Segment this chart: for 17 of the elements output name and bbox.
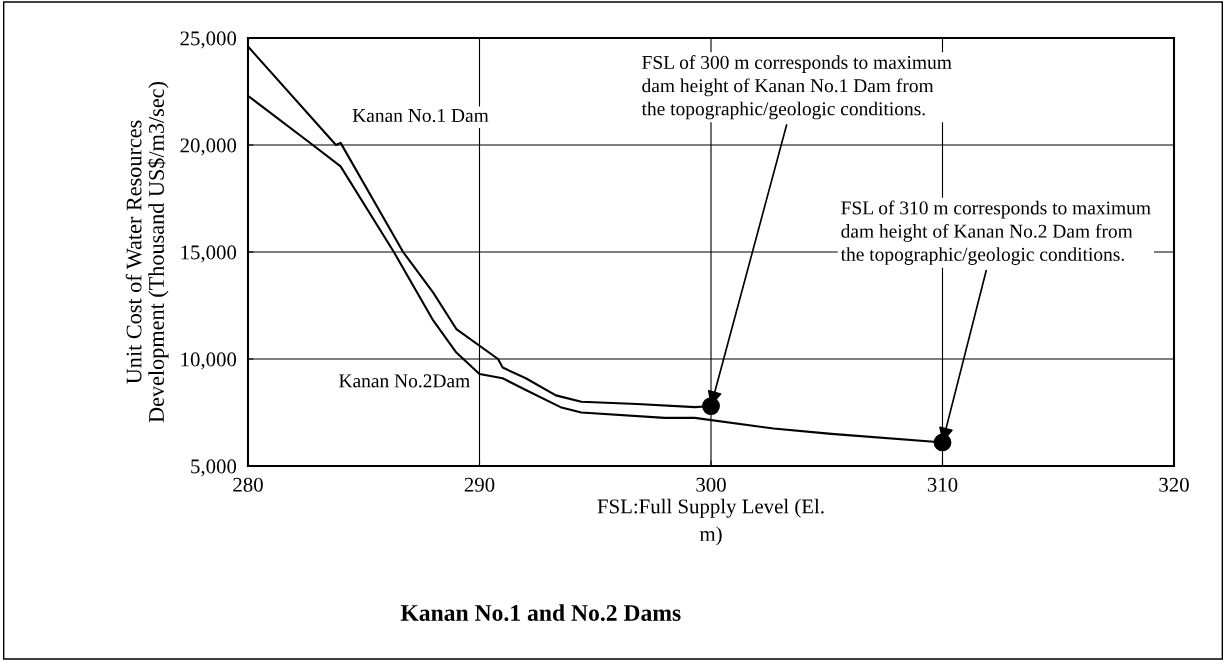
y-tick-label: 5,000 bbox=[191, 459, 237, 477]
y-axis-title: Unit Cost of Water Resources Development (Thousand US$/m3/sec) bbox=[125, 82, 169, 423]
y-tick-label: 25,000 bbox=[180, 31, 237, 49]
series-label: Kanan No.2Dam bbox=[339, 374, 470, 388]
series-label: Kanan No.1 Dam bbox=[352, 109, 489, 123]
x-tick-label: 310 bbox=[927, 477, 958, 492]
x-axis-title: FSL:Full Supply Level (El. m) bbox=[597, 498, 824, 546]
annotation: FSL of 300 m corresponds to maximum dam height of Kanan No.1 Dam from the topographic/geologic conditions. bbox=[641, 55, 952, 120]
annotation: FSL of 310 m corresponds to maximum dam height of Kanan No.2 Dam from the topographic/geologic conditions. bbox=[840, 200, 1151, 265]
y-tick-label: 15,000 bbox=[181, 245, 237, 263]
text: Kanan No.1 and No.2 Dams bbox=[400, 604, 681, 622]
x-tick-label: 300 bbox=[696, 477, 726, 492]
y-tick-label: 10,000 bbox=[181, 352, 237, 370]
x-tick-label: 280 bbox=[233, 477, 263, 492]
x-tick-label: 320 bbox=[1159, 477, 1189, 492]
x-tick-label: 290 bbox=[464, 477, 495, 492]
y-tick-label: 20,000 bbox=[180, 138, 237, 156]
